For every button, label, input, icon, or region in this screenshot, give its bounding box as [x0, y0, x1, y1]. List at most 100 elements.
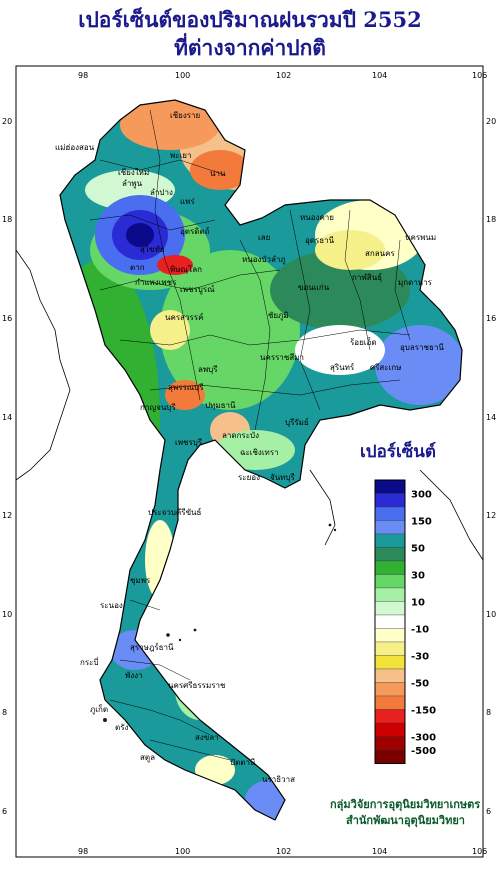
province-label: อุตรดิตถ์	[180, 226, 210, 236]
islands	[103, 523, 337, 722]
credit-line-1: กลุ่มวิจัยการอุตุนิยมวิทยาเกษตร	[330, 798, 481, 811]
legend-swatch	[374, 574, 406, 589]
myanmar-coast	[15, 249, 71, 481]
legend-swatch	[374, 641, 406, 656]
legend-swatch	[374, 520, 406, 535]
province-label: อุดรธานี	[305, 236, 335, 245]
province-label: ระนอง	[100, 601, 123, 610]
x-tick-100-bottom: 100	[175, 847, 190, 856]
legend-color-bar	[374, 479, 406, 764]
x-axis-ticks-top: 98 100 102 104 106	[78, 71, 487, 80]
legend-swatch	[374, 560, 406, 575]
vietnam-coast	[419, 469, 484, 561]
province-label: ฉะเชิงเทรา	[240, 448, 279, 457]
province-label: อุบลราชธานี	[400, 343, 444, 352]
legend-swatch	[374, 695, 406, 710]
legend-swatch	[374, 655, 406, 670]
province-label: จันทบุรี	[270, 473, 296, 482]
province-label: หนองคาย	[300, 213, 334, 222]
legend-outline	[374, 479, 406, 764]
province-label: เชียงราย	[170, 111, 200, 120]
province-label: ตาก	[130, 263, 145, 272]
province-label: เชียงใหม่	[118, 168, 149, 177]
legend-labels: 300 150 50 30 10 -10 -30 -50 -150 -300 -500	[411, 490, 436, 758]
legend-swatch	[374, 709, 406, 724]
legend-title: เปอร์เซ็นต์	[360, 442, 436, 462]
province-label: ขอนแก่น	[298, 283, 330, 292]
y-tick-18-left: 18	[2, 215, 12, 224]
province-label: เพชรบูรณ์	[180, 284, 215, 295]
province-label: นครสวรรค์	[165, 312, 203, 322]
legend-swatch	[374, 601, 406, 616]
y-tick-10-left: 10	[2, 610, 12, 619]
y-tick-16-left: 16	[2, 314, 12, 323]
legend-label: 300	[411, 490, 432, 501]
province-label: กำแพงเพชร	[135, 278, 177, 287]
province-label: ลพบุรี	[198, 365, 218, 374]
x-tick-102-top: 102	[276, 71, 291, 80]
legend-swatch	[374, 587, 406, 602]
map-subtitle: ที่ต่างจากค่าปกติ	[174, 35, 326, 60]
province-label: สงขลา	[195, 733, 219, 742]
province-label: นครศรีธรรมราช	[168, 681, 226, 690]
y-tick-8-right: 8	[486, 708, 491, 717]
province-label: สุพรรณบุรี	[168, 383, 204, 392]
province-label: มุกดาหาร	[398, 278, 433, 287]
legend-swatch	[374, 736, 406, 751]
cambodia-coast	[309, 469, 336, 546]
y-tick-14-left: 14	[2, 413, 12, 422]
credit-line-2: สำนักพัฒนาอุตุนิยมวิทยา	[346, 814, 465, 827]
y-tick-6-right: 6	[486, 807, 491, 816]
province-labels: เชียงราย แม่ฮ่องสอน เชียงใหม่ พะเยา ลำพู…	[55, 111, 444, 784]
x-tick-102-bottom: 102	[276, 847, 291, 856]
legend-label: -300	[411, 733, 436, 744]
province-label: หนองบัวลำภู	[242, 255, 286, 265]
y-tick-20-right: 20	[486, 117, 496, 126]
x-tick-106-bottom: 106	[472, 847, 487, 856]
province-label: ประจวบคีรีขันธ์	[148, 507, 202, 517]
province-label: นราธิวาส	[262, 775, 295, 784]
legend-swatch	[374, 668, 406, 683]
legend-swatch	[374, 749, 406, 764]
legend-swatch	[374, 614, 406, 629]
province-label: บุรีรัมย์	[285, 417, 309, 427]
legend-label: 30	[411, 571, 425, 582]
x-tick-100-top: 100	[175, 71, 190, 80]
x-tick-106-top: 106	[472, 71, 487, 80]
x-tick-104-top: 104	[372, 71, 387, 80]
province-label: นครราชสีมา	[260, 353, 304, 362]
legend-label: 150	[411, 517, 432, 528]
province-label: ปทุมธานี	[205, 401, 236, 410]
y-tick-14-right: 14	[486, 413, 496, 422]
legend-swatch	[374, 533, 406, 548]
province-label: ปัตตานี	[230, 758, 256, 767]
legend-swatch	[374, 506, 406, 521]
province-label: ระยอง	[238, 473, 260, 482]
y-tick-16-right: 16	[486, 314, 496, 323]
province-label: กระบี่	[80, 656, 99, 667]
province-label: เพชรบุรี	[175, 438, 203, 447]
legend-swatch	[374, 479, 406, 494]
province-label: กาฬสินธุ์	[352, 272, 382, 282]
province-boundaries	[89, 109, 411, 761]
province-label: พังงา	[125, 671, 143, 680]
x-tick-98-bottom: 98	[78, 847, 88, 856]
legend-swatch	[374, 628, 406, 643]
province-label: สตูล	[140, 753, 155, 763]
province-label: พิษณุโลก	[170, 264, 202, 274]
province-label: ชุมพร	[130, 576, 151, 585]
y-axis-ticks-left: 20 18 16 14 12 10 8 6	[2, 117, 12, 816]
province-label: กาญจนบุรี	[140, 403, 176, 412]
province-label: ลำปาง	[150, 188, 173, 197]
legend-swatch	[374, 493, 406, 508]
y-tick-12-right: 12	[486, 511, 496, 520]
province-label: นครพนม	[405, 233, 436, 242]
legend-label: -500	[411, 746, 436, 757]
province-label: ศรีสะเกษ	[370, 363, 401, 372]
province-label: ลำพูน	[122, 179, 143, 189]
legend-swatch	[374, 547, 406, 562]
x-tick-104-bottom: 104	[372, 847, 387, 856]
province-label: สุโขทัย	[140, 244, 165, 254]
province-label: เลย	[258, 233, 270, 242]
x-axis-ticks-bottom: 98 100 102 104 106	[78, 847, 487, 856]
